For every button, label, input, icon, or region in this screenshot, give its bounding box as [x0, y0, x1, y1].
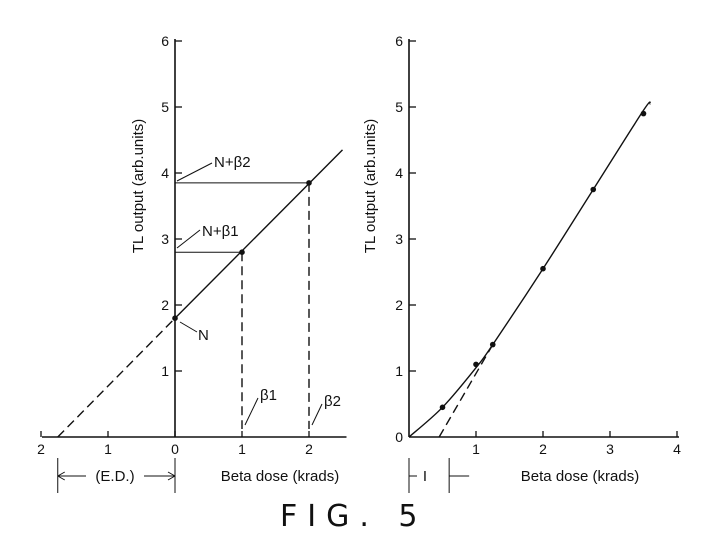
data-point-right	[590, 186, 597, 193]
annotation-beta2: β2	[324, 393, 341, 410]
x-tick-label-left: 2	[305, 441, 313, 457]
y-tick-label-left: 4	[161, 165, 169, 181]
fit-line-left	[174, 149, 343, 319]
x-tick-label-right: 3	[606, 441, 614, 457]
x-tick-label-left: 0	[171, 441, 179, 457]
y-tick-label-left: 2	[161, 297, 169, 313]
annotation-n-beta1: N+β1	[202, 223, 239, 240]
data-point-left	[306, 180, 312, 186]
annotation-i: I	[423, 468, 427, 485]
y-tick-label-left: 1	[161, 363, 169, 379]
data-point-right	[489, 341, 496, 348]
arrow-beta2	[311, 403, 323, 426]
x-tick-label-left: 1	[238, 441, 246, 457]
y-axis-label-right: TL output (arb.units)	[362, 119, 379, 254]
annotation-beta1: β1	[260, 387, 277, 404]
annotation-n-beta2: N+β2	[214, 154, 251, 171]
y-tick-label-left: 5	[161, 99, 169, 115]
y-axis-label-left: TL output (arb.units)	[130, 119, 147, 254]
y-tick-label-right: 0	[395, 429, 403, 445]
annotation-ed: (E.D.)	[95, 468, 134, 485]
arrow-beta1	[244, 397, 259, 426]
data-point-left	[172, 315, 178, 322]
y-tick-label-left: 6	[161, 33, 169, 49]
y-tick-label-right: 3	[395, 231, 403, 247]
data-point-right	[439, 404, 446, 411]
x-axis-label-right: Beta dose (krads)	[521, 468, 639, 485]
x-axis-label-left: Beta dose (krads)	[221, 468, 339, 485]
y-tick-label-left: 3	[161, 231, 169, 247]
response-curve-right	[408, 101, 651, 438]
y-tick-label-right: 5	[395, 99, 403, 115]
annotation-n: N	[198, 327, 209, 344]
x-tick-label-left: 2	[37, 441, 45, 457]
y-tick-label-right: 1	[395, 363, 403, 379]
x-tick-label-right: 4	[673, 441, 681, 457]
extrapolation-line-left	[57, 317, 176, 438]
arrow-n-beta1	[176, 229, 201, 249]
arrow-n	[179, 321, 198, 333]
x-tick-label-right: 2	[539, 441, 547, 457]
data-point-right	[640, 110, 647, 117]
data-point-right	[540, 265, 546, 272]
arrow-n-beta2	[176, 162, 213, 182]
extrapolation-line-right	[438, 344, 494, 438]
ed-arrowhead-right	[167, 471, 176, 481]
y-tick-label-right: 6	[395, 33, 403, 49]
y-tick-label-right: 2	[395, 297, 403, 313]
x-tick-label-left: 1	[104, 441, 112, 457]
ed-arrowhead-left	[57, 471, 65, 481]
x-tick-label-right: 1	[472, 441, 480, 457]
data-point-left	[239, 249, 245, 255]
figure-label: FIG. 5	[280, 499, 428, 534]
y-tick-label-right: 4	[395, 165, 403, 181]
data-point-right	[473, 361, 479, 368]
